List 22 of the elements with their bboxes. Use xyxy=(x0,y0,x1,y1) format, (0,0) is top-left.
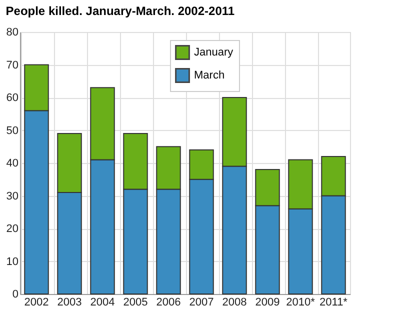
y-tick-label: 60 xyxy=(6,92,18,104)
chart-title: People killed. January-March. 2002-2011 xyxy=(6,4,235,18)
x-tick-label: 2010* xyxy=(286,296,316,308)
y-tick-label: 70 xyxy=(6,59,18,72)
x-tick-label: 2004 xyxy=(90,296,115,308)
y-tick-label: 0 xyxy=(12,288,18,300)
y-tick-label: 10 xyxy=(6,256,18,268)
x-tick-label: 2005 xyxy=(123,296,148,308)
y-tick-label: 80 xyxy=(6,26,18,38)
x-tick-label: 2007 xyxy=(189,296,214,308)
x-tick-label: 2009 xyxy=(255,296,280,308)
x-tick-label: 2003 xyxy=(57,296,82,308)
y-tick-label: 50 xyxy=(6,124,18,137)
y-tick-label: 20 xyxy=(6,223,18,235)
x-tick-label: 2008 xyxy=(222,296,247,308)
x-tick-label: 2011* xyxy=(320,296,348,308)
legend-label: March xyxy=(194,70,225,82)
y-tick-label: 30 xyxy=(6,190,18,202)
y-tick-label: 40 xyxy=(6,158,18,170)
legend-label: January xyxy=(194,46,234,58)
x-tick-label: 2006 xyxy=(156,296,181,308)
x-tick-label: 2002 xyxy=(24,296,49,308)
